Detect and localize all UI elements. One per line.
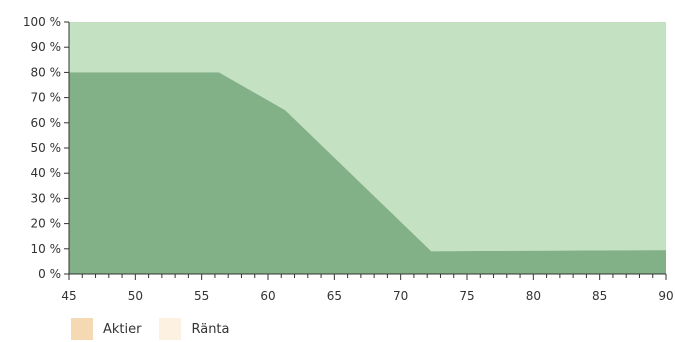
legend-item-ranta: Ränta — [159, 318, 230, 340]
y-tick-label: 80 % — [31, 65, 62, 79]
x-tick-label: 50 — [128, 289, 143, 303]
y-tick-label: 20 % — [31, 217, 62, 231]
legend-label-aktier: Aktier — [103, 321, 142, 337]
y-tick-label: 0 % — [38, 267, 61, 281]
area-series-ranta — [69, 22, 666, 252]
x-tick-label: 90 — [658, 289, 673, 303]
x-tick-label: 70 — [393, 289, 408, 303]
y-tick-label: 70 % — [31, 91, 62, 105]
area-series-aktier — [69, 72, 666, 275]
x-tick-label: 60 — [260, 289, 275, 303]
legend-label-ranta: Ränta — [191, 321, 230, 337]
x-tick-label: 85 — [592, 289, 607, 303]
legend-swatch-ranta — [159, 318, 182, 340]
chart-areas — [69, 22, 666, 275]
y-tick-label: 90 % — [31, 40, 62, 54]
y-tick-label: 30 % — [31, 191, 62, 205]
y-tick-label: 40 % — [31, 166, 62, 180]
y-tick-label: 100 % — [23, 15, 61, 29]
y-tick-label: 50 % — [31, 141, 62, 155]
y-axis-ticks: 0 % 10 % 20 % 30 % 40 % 50 % 60 % 70 % 80 % 90 % 1… — [23, 15, 69, 281]
x-tick-label: 45 — [61, 289, 76, 303]
x-tick-label: 80 — [526, 289, 541, 303]
x-tick-label: 75 — [459, 289, 474, 303]
chart-legend: Aktier Ränta — [71, 318, 248, 340]
y-tick-label: 60 % — [31, 116, 62, 130]
x-axis-ticks: 45 50 55 60 65 70 75 80 85 90 — [61, 274, 674, 303]
legend-swatch-aktier — [71, 318, 93, 340]
x-tick-label: 55 — [194, 289, 209, 303]
legend-item-aktier: Aktier — [71, 318, 141, 340]
x-tick-label: 65 — [327, 289, 342, 303]
y-tick-label: 10 % — [31, 242, 62, 256]
